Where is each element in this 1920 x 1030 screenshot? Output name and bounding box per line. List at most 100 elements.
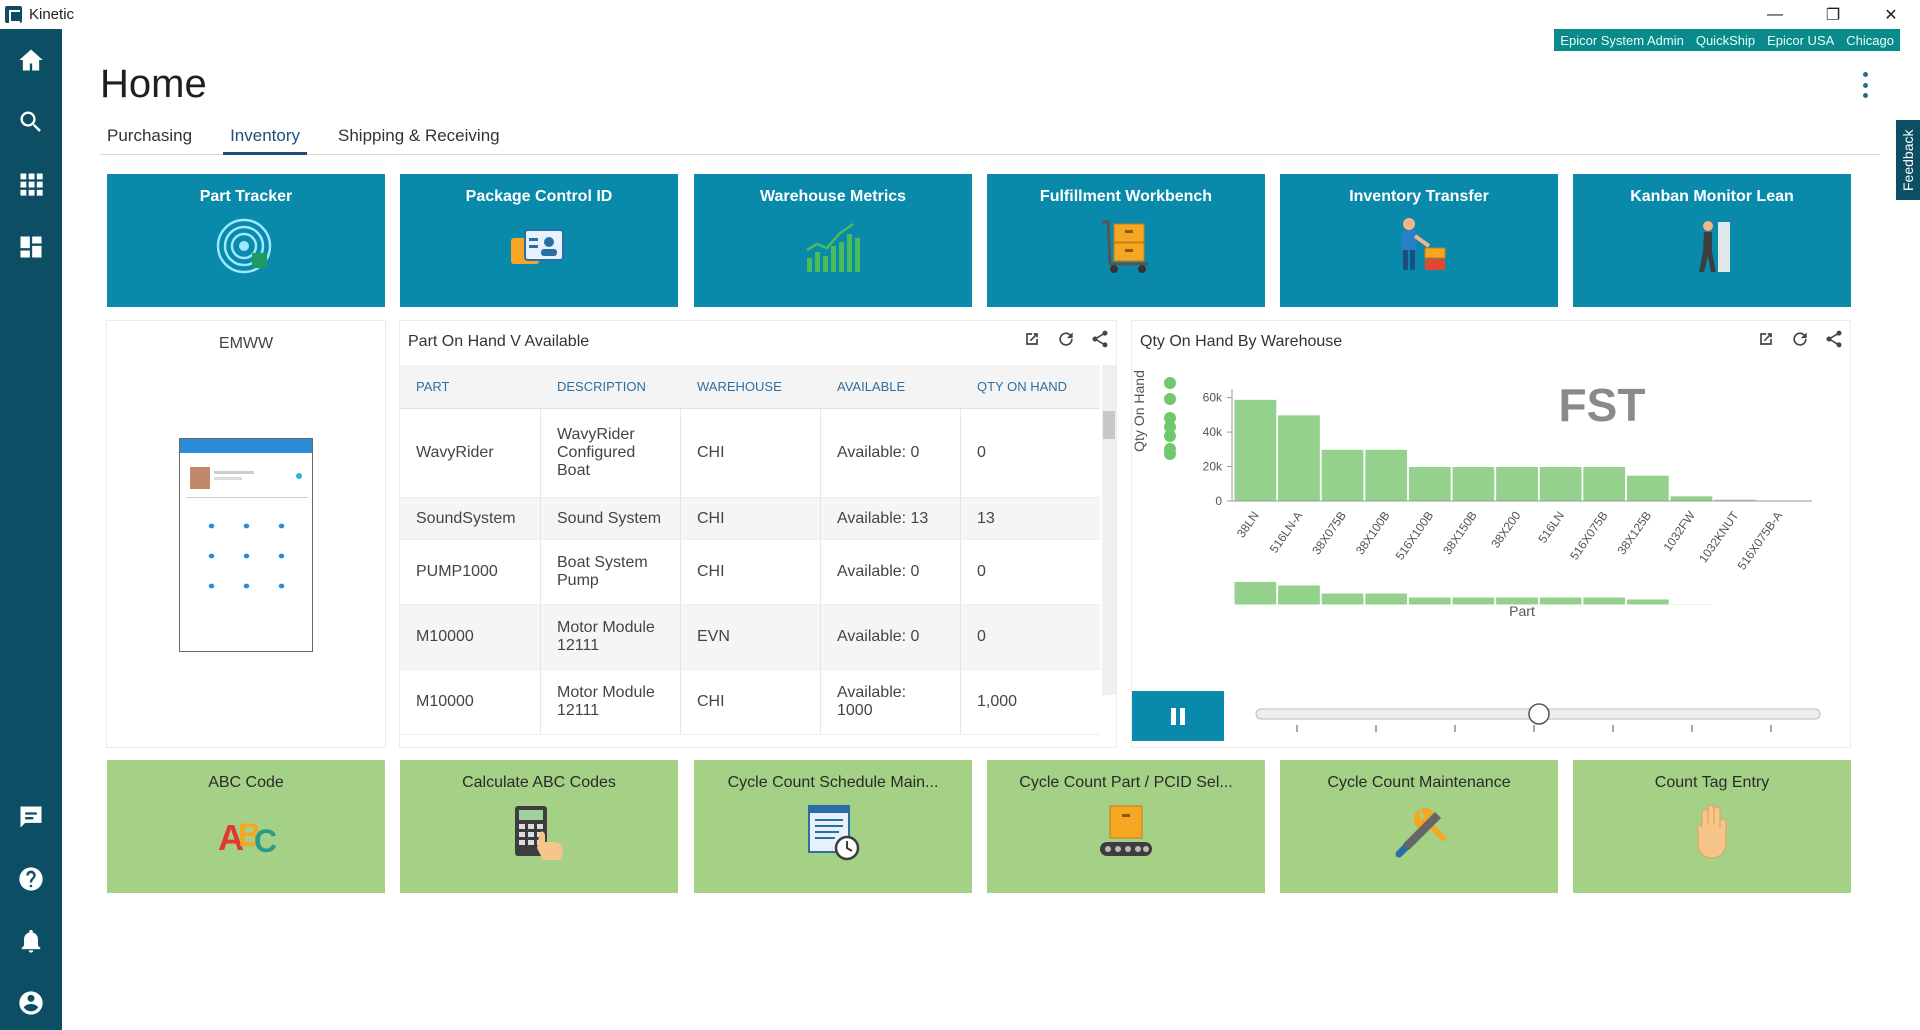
apps-nav-button[interactable] — [0, 156, 62, 212]
chart-overview-bar — [1364, 592, 1409, 606]
chart-bar[interactable] — [1451, 466, 1496, 502]
open-external-icon[interactable] — [1756, 329, 1776, 349]
cell-warehouse: CHI — [681, 409, 821, 497]
chart-overview-bar — [1495, 596, 1539, 606]
tile-label: Kanban Monitor Lean — [1630, 188, 1794, 205]
tab-shipping-receiving[interactable]: Shipping & Receiving — [338, 126, 500, 145]
person-door-icon — [1699, 221, 1730, 272]
chart-bar[interactable] — [1669, 495, 1714, 502]
restore-button[interactable]: ❐ — [1825, 6, 1841, 24]
tile-kanban-monitor-lean[interactable]: Kanban Monitor Lean — [1573, 174, 1851, 307]
column-header-qty-on-hand[interactable]: QTY ON HAND — [977, 379, 1068, 394]
table-row[interactable]: WavyRider WavyRider Configured Boat CHI … — [400, 409, 1100, 498]
cell-available: Available: 13 — [821, 498, 961, 539]
mobile-preview-image — [179, 438, 313, 652]
tile-label: Package Control ID — [465, 188, 613, 205]
chat-nav-button[interactable] — [0, 789, 62, 845]
cell-description: Sound System — [541, 498, 681, 539]
table-row[interactable]: PUMP1000 Boat System Pump CHI Available:… — [400, 540, 1100, 605]
hand-icon — [1696, 804, 1727, 859]
cell-warehouse: EVN — [681, 605, 821, 669]
chart-bar[interactable] — [1233, 398, 1278, 502]
time-slider[interactable] — [1252, 699, 1832, 739]
worker-box-icon — [1402, 218, 1446, 270]
column-header-description[interactable]: DESCRIPTION — [557, 379, 646, 394]
emww-title: EMWW — [218, 335, 274, 352]
slider-thumb[interactable] — [1528, 703, 1550, 725]
tab-purchasing[interactable]: Purchasing — [107, 126, 193, 145]
tile-cycle-count-maintenance[interactable]: Cycle Count Maintenance — [1280, 760, 1558, 893]
chart-bar[interactable] — [1495, 466, 1539, 502]
user-icon — [19, 991, 43, 1015]
chart-legend-dot — [1164, 421, 1176, 433]
column-header-warehouse[interactable]: WAREHOUSE — [697, 379, 782, 394]
chart-overview-bar — [1277, 584, 1321, 606]
chart-overview-bar — [1320, 592, 1365, 606]
column-header-available[interactable]: AVAILABLE — [837, 379, 906, 394]
chart-bar[interactable] — [1407, 466, 1452, 502]
chart-legend-dot — [1164, 412, 1176, 424]
tile-warehouse-metrics[interactable]: Warehouse Metrics — [694, 174, 972, 307]
tile-cycle-count-part-pcid[interactable]: Cycle Count Part / PCID Sel... — [987, 760, 1265, 893]
chart-bar[interactable] — [1364, 448, 1409, 502]
parts-table: PART DESCRIPTION WAREHOUSE AVAILABLE QTY… — [400, 365, 1100, 739]
share-icon[interactable] — [1090, 329, 1110, 349]
account-nav-button[interactable] — [0, 975, 62, 1030]
user-company[interactable]: QuickShip — [1695, 32, 1756, 48]
user-name[interactable]: Epicor System Admin — [1560, 32, 1684, 48]
chart-bar[interactable] — [1277, 414, 1321, 502]
emww-card[interactable]: EMWW — [107, 321, 385, 747]
table-row[interactable]: M10000 Motor Module 12111 CHI Available:… — [400, 670, 1100, 735]
notifications-nav-button[interactable] — [0, 913, 62, 969]
tile-label: Warehouse Metrics — [759, 188, 907, 205]
dashboard-nav-button[interactable] — [0, 219, 62, 275]
table-row[interactable]: SoundSystem Sound System CHI Available: … — [400, 498, 1100, 540]
tile-fulfillment-workbench[interactable]: Fulfillment Workbench — [987, 174, 1265, 307]
pause-button[interactable] — [1132, 691, 1224, 741]
chart-x-tick-label: 516X075B-A — [1735, 509, 1786, 573]
table-row[interactable]: M10000 Motor Module 12111 EVN Available:… — [400, 605, 1100, 670]
chart-bar[interactable] — [1320, 448, 1365, 502]
minimize-button[interactable]: — — [1767, 5, 1783, 23]
chart-x-tick-label: 1032KNUT — [1696, 508, 1742, 565]
cell-description: Boat System Pump — [541, 540, 681, 604]
user-context-bar[interactable]: Epicor System Admin QuickShip Epicor USA… — [1554, 29, 1900, 51]
chart-legend-dot — [1164, 448, 1176, 460]
tile-package-control-id[interactable]: Package Control ID — [400, 174, 678, 307]
chart-bar[interactable] — [1538, 466, 1583, 502]
help-nav-button[interactable] — [0, 851, 62, 907]
close-button[interactable]: ✕ — [1884, 6, 1898, 24]
qty-on-hand-chart-card: Qty On Hand By Warehouse Qty On Hand FST… — [1132, 321, 1850, 747]
tile-part-tracker[interactable]: Part Tracker — [107, 174, 385, 307]
tab-bar: Purchasing Inventory Shipping & Receivin… — [100, 124, 1880, 155]
chart-x-tick-label: 38X100B — [1353, 509, 1393, 557]
column-header-part[interactable]: PART — [416, 379, 450, 394]
chart-bar[interactable] — [1582, 466, 1627, 502]
chart-bar[interactable] — [1625, 474, 1670, 502]
share-icon[interactable] — [1824, 329, 1844, 349]
home-nav-button[interactable] — [0, 32, 62, 88]
open-external-icon[interactable] — [1022, 329, 1042, 349]
feedback-button[interactable]: Feedback — [1896, 120, 1920, 200]
kinetic-logo-icon — [5, 6, 22, 23]
tile-inventory-transfer[interactable]: Inventory Transfer — [1280, 174, 1558, 307]
tile-calculate-abc-codes[interactable]: Calculate ABC Codes — [400, 760, 678, 893]
scrollbar-thumb[interactable] — [1103, 411, 1115, 439]
tile-abc-code[interactable]: ABC Code A B C — [107, 760, 385, 893]
tab-inventory[interactable]: Inventory — [223, 124, 307, 155]
user-site[interactable]: Chicago — [1846, 32, 1894, 48]
tile-count-tag-entry[interactable]: Count Tag Entry — [1573, 760, 1851, 893]
refresh-icon[interactable] — [1056, 329, 1076, 349]
tile-cycle-count-schedule[interactable]: Cycle Count Schedule Main... — [694, 760, 972, 893]
svg-text:A: A — [218, 817, 244, 858]
chart-legend-dot — [1164, 393, 1176, 405]
refresh-icon[interactable] — [1790, 329, 1810, 349]
cell-description: Motor Module 12111 — [541, 670, 681, 734]
more-options-icon[interactable] — [1860, 72, 1870, 98]
user-company-location[interactable]: Epicor USA — [1767, 32, 1835, 48]
table-scrollbar[interactable] — [1102, 365, 1116, 695]
card-title: Qty On Hand By Warehouse — [1140, 333, 1343, 350]
tile-label: Fulfillment Workbench — [1039, 188, 1213, 205]
search-nav-button[interactable] — [0, 94, 62, 150]
